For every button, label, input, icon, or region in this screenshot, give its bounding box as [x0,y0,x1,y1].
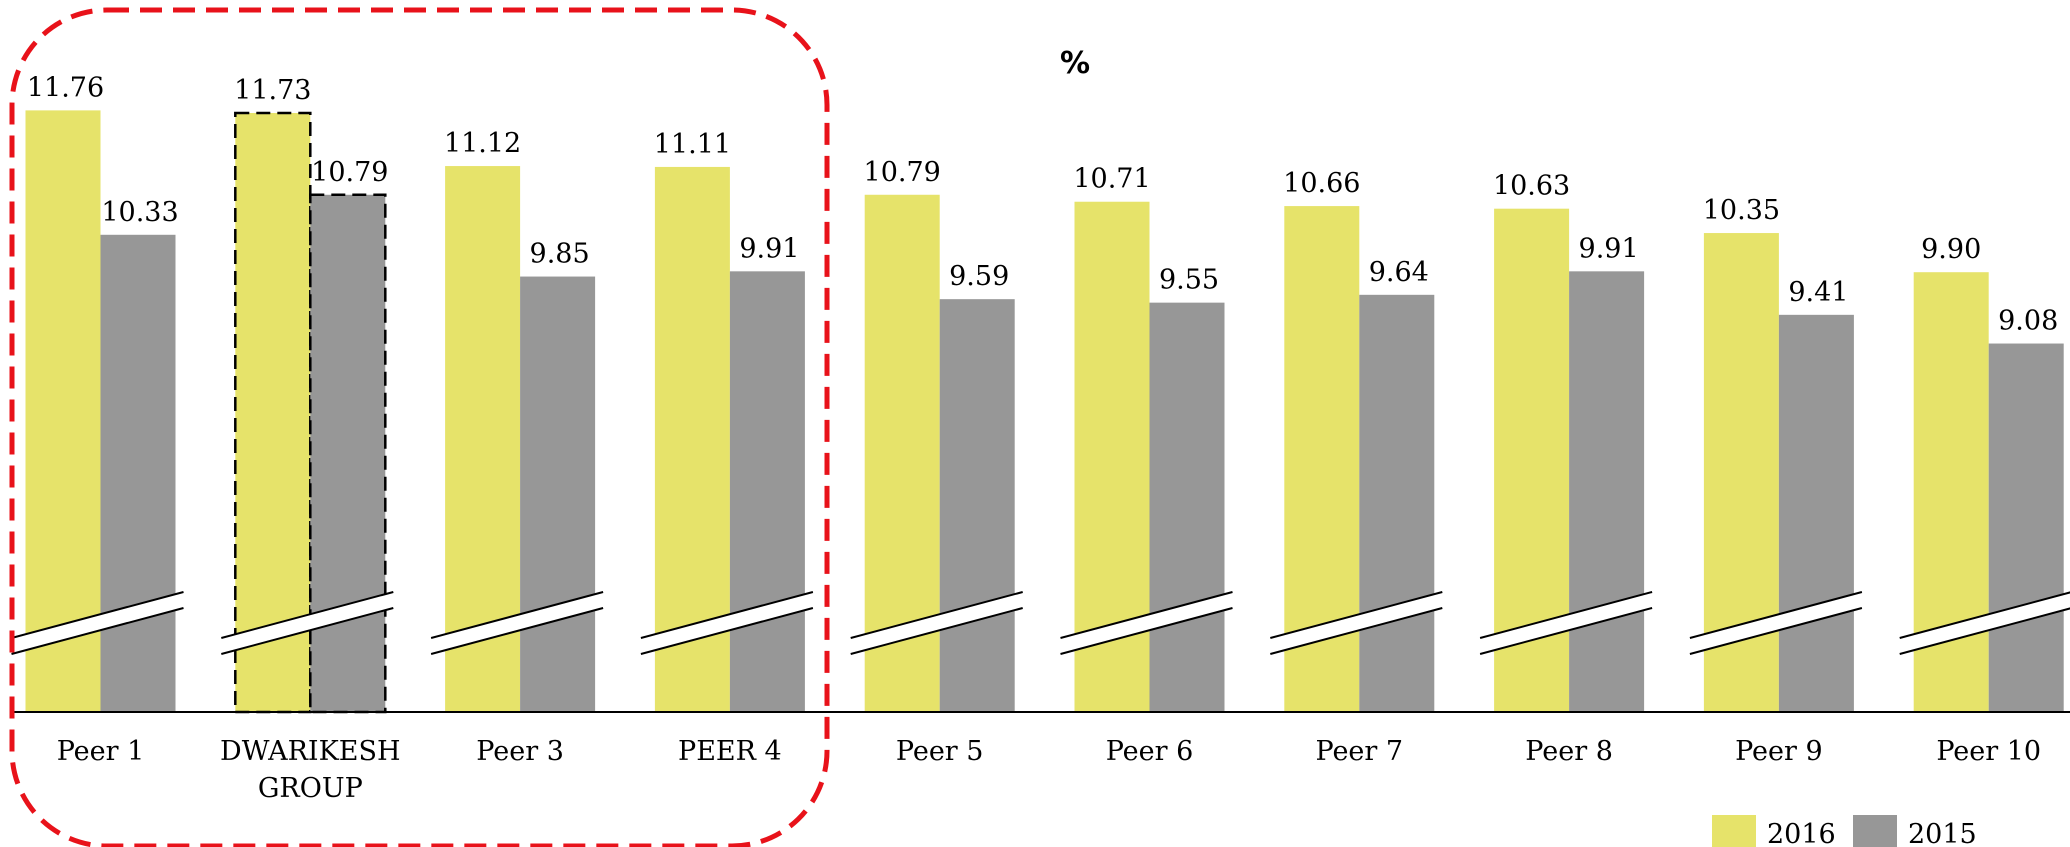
value-label-2016-9: 10.35 [1703,195,1780,226]
axis-break-line-lower-4 [640,607,814,655]
axis-break-line-lower-1 [11,607,184,655]
axis-break-line-lower-5 [850,607,1023,655]
category-label-line: Peer 8 [1525,736,1613,767]
value-label-2015-5: 9.59 [949,261,1009,292]
axis-break-gap-2 [221,592,394,654]
value-label-2015-10: 9.08 [1998,306,2058,337]
category-label-6: Peer 6 [1106,736,1194,767]
bar-2016-2 [234,111,312,714]
bar-2015-1 [100,234,176,713]
bar-2015-6 [1149,302,1225,712]
category-label-line: Peer 1 [57,736,145,767]
value-label-2015-8: 9.91 [1579,233,1639,264]
category-label-5: Peer 5 [896,736,984,767]
axis-break-gap-7 [1270,592,1443,654]
axis-break-line-upper-4 [640,591,814,639]
legend-label-2015: 2015 [1908,819,1977,847]
legend-label-2016: 2016 [1767,819,1836,847]
category-label-8: Peer 8 [1525,736,1613,767]
value-label-2016-2: 11.73 [234,75,311,106]
bars-group [25,110,2064,714]
axis-break-line-upper-6 [1060,591,1233,639]
chart-title: % [1060,46,1090,81]
value-label-2015-9: 9.41 [1788,277,1848,308]
bar-2015-4 [729,271,805,712]
axis-break-gap-6 [1060,592,1233,654]
value-label-2016-10: 9.90 [1921,234,1981,265]
category-label-line: DWARIKESH [220,736,400,767]
value-label-2015-6: 9.55 [1159,265,1219,296]
axis-break-line-lower-10 [1899,607,2070,655]
axis-break-line-upper-10 [1899,591,2070,639]
value-labels-group: 11.76 10.33 11.73 10.79 11.12 9.85 11.11 9.91 10… [27,72,2058,336]
axis-break-gap-1 [11,592,184,654]
value-label-2015-2: 10.79 [311,157,388,188]
axis-break-line-lower-8 [1479,607,1653,655]
axis-break-line-upper-8 [1479,591,1653,639]
axis-break-gap-10 [1899,592,2070,654]
bar-2015-2 [309,193,387,714]
category-label-line: GROUP [258,773,363,804]
value-label-2016-5: 10.79 [864,157,941,188]
bar-2015-3 [520,276,596,712]
axis-break-gap-3 [431,592,604,654]
category-label-line: Peer 5 [896,736,984,767]
axis-break-line-lower-6 [1060,607,1233,655]
axis-break-gap-4 [640,592,813,654]
axis-break-line-upper-3 [430,591,604,639]
category-label-7: Peer 7 [1316,736,1404,767]
category-label-10: Peer 10 [1936,736,2041,767]
axis-break-line-upper-1 [11,591,184,639]
axis-break-line-lower-7 [1270,607,1443,655]
bar-2015-7 [1359,294,1435,712]
value-label-2016-6: 10.71 [1073,164,1150,195]
bar-2016-1 [25,110,101,712]
axis-break-gap-5 [850,592,1023,654]
axis-break-line-upper-2 [221,591,394,639]
category-label-line: Peer 9 [1735,736,1823,767]
legend-swatch-2016 [1712,815,1756,847]
axis-break-line-lower-3 [430,607,604,655]
category-label-9: Peer 9 [1735,736,1823,767]
category-labels-group: Peer 1 DWARIKESH GROUP Peer 3 PEER 4 Peer 5 Pe… [57,736,2041,804]
value-label-2016-7: 10.66 [1283,168,1360,199]
category-label-3: Peer 3 [476,736,564,767]
category-label-1: Peer 1 [57,736,145,767]
legend: 2016 2015 [1712,815,1977,847]
axis-break-line-upper-5 [850,591,1023,639]
value-label-2016-8: 10.63 [1493,171,1570,202]
axis-breaks-group [11,591,2070,655]
value-label-2015-7: 9.64 [1369,257,1429,288]
value-label-2015-4: 9.91 [739,233,799,264]
category-label-line: Peer 10 [1936,736,2041,767]
axis-break-line-upper-7 [1270,591,1443,639]
value-label-2016-4: 11.11 [654,129,731,160]
axis-break-line-upper-9 [1689,591,1863,639]
category-label-line: Peer 3 [476,736,564,767]
value-label-2015-3: 9.85 [530,239,590,270]
legend-swatch-2015 [1853,815,1897,847]
category-label-line: Peer 6 [1106,736,1194,767]
bar-2015-10 [1988,343,2064,712]
axis-break-line-lower-2 [221,607,394,655]
value-label-2016-1: 11.76 [27,72,104,103]
category-label-line: Peer 7 [1316,736,1404,767]
axis-break-line-lower-9 [1689,607,1863,655]
value-label-2015-1: 10.33 [101,197,178,228]
axis-break-gap-8 [1480,592,1653,654]
category-label-2: DWARIKESH GROUP [220,736,400,804]
bar-2015-9 [1778,314,1854,712]
axis-break-gap-9 [1689,592,1862,654]
category-label-4: PEER 4 [678,736,782,767]
highlight-box [9,7,830,847]
bar-2015-5 [939,299,1015,712]
value-label-2016-3: 11.12 [444,128,521,159]
category-label-line: PEER 4 [678,736,782,767]
bar-2015-8 [1569,271,1645,712]
